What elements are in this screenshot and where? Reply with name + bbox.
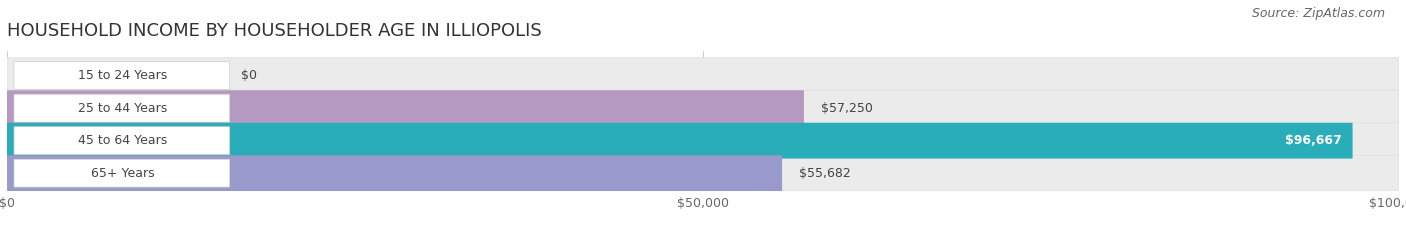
FancyBboxPatch shape xyxy=(7,155,782,191)
Text: Source: ZipAtlas.com: Source: ZipAtlas.com xyxy=(1251,7,1385,20)
FancyBboxPatch shape xyxy=(14,62,229,90)
FancyBboxPatch shape xyxy=(14,127,229,155)
FancyBboxPatch shape xyxy=(7,90,1399,126)
Text: $55,682: $55,682 xyxy=(799,167,851,180)
Text: $0: $0 xyxy=(240,69,257,82)
FancyBboxPatch shape xyxy=(7,155,1399,191)
Text: $57,250: $57,250 xyxy=(821,102,873,115)
Text: 65+ Years: 65+ Years xyxy=(91,167,155,180)
Text: 15 to 24 Years: 15 to 24 Years xyxy=(77,69,167,82)
FancyBboxPatch shape xyxy=(7,123,1399,158)
Text: HOUSEHOLD INCOME BY HOUSEHOLDER AGE IN ILLIOPOLIS: HOUSEHOLD INCOME BY HOUSEHOLDER AGE IN I… xyxy=(7,22,541,40)
Text: 25 to 44 Years: 25 to 44 Years xyxy=(77,102,167,115)
Text: $96,667: $96,667 xyxy=(1285,134,1341,147)
FancyBboxPatch shape xyxy=(7,90,804,126)
FancyBboxPatch shape xyxy=(14,159,229,187)
FancyBboxPatch shape xyxy=(7,58,1399,93)
FancyBboxPatch shape xyxy=(14,94,229,122)
FancyBboxPatch shape xyxy=(7,123,1353,158)
Text: 45 to 64 Years: 45 to 64 Years xyxy=(77,134,167,147)
